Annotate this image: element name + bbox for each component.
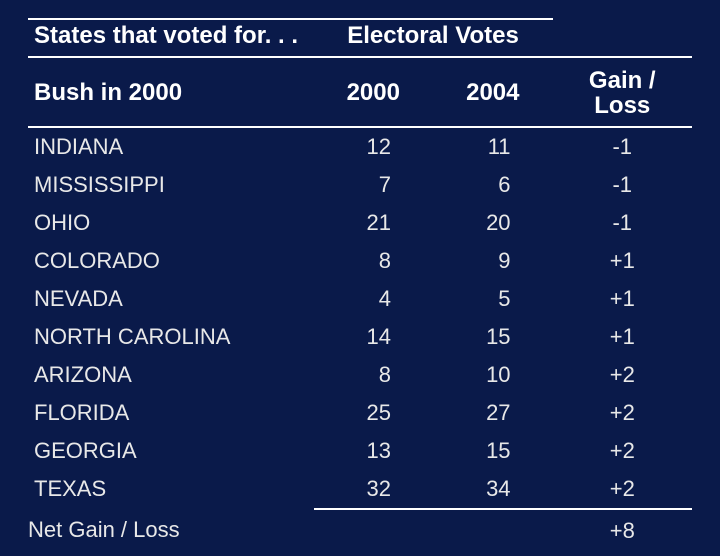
table-row: GEORGIA1315+2 <box>28 432 692 470</box>
state-cell: NORTH CAROLINA <box>28 318 314 356</box>
net-empty-2000 <box>314 509 434 544</box>
votes-2000-cell: 12 <box>314 127 434 166</box>
votes-2000-cell: 8 <box>314 242 434 280</box>
votes-2000-cell: 13 <box>314 432 434 470</box>
table-row: COLORADO89+1 <box>28 242 692 280</box>
votes-2004-cell: 5 <box>433 280 553 318</box>
gain-loss-cell: -1 <box>553 127 692 166</box>
table-row: ARIZONA810+2 <box>28 356 692 394</box>
gain-loss-cell: -1 <box>553 204 692 242</box>
table-row: OHIO2120-1 <box>28 204 692 242</box>
table-row: FLORIDA2527+2 <box>28 394 692 432</box>
votes-2000-cell: 21 <box>314 204 434 242</box>
table-row: TEXAS3234+2 <box>28 470 692 509</box>
gain-loss-cell: +2 <box>553 356 692 394</box>
net-empty-2004 <box>433 509 553 544</box>
header-gain-loss: Gain / Loss <box>553 57 692 127</box>
table-row: MISSISSIPPI76-1 <box>28 166 692 204</box>
table-row: NEVADA45+1 <box>28 280 692 318</box>
net-value: +8 <box>553 509 692 544</box>
votes-2004-cell: 10 <box>433 356 553 394</box>
header-sub-left: Bush in 2000 <box>28 57 314 127</box>
votes-2004-cell: 6 <box>433 166 553 204</box>
header-electoral-votes: Electoral Votes <box>314 19 553 57</box>
state-cell: OHIO <box>28 204 314 242</box>
state-cell: MISSISSIPPI <box>28 166 314 204</box>
header-col-2000: 2000 <box>314 57 434 127</box>
state-cell: GEORGIA <box>28 432 314 470</box>
electoral-votes-table: States that voted for. . . Electoral Vot… <box>28 18 692 544</box>
votes-2000-cell: 7 <box>314 166 434 204</box>
gain-loss-cell: +2 <box>553 394 692 432</box>
votes-2004-cell: 15 <box>433 318 553 356</box>
state-cell: FLORIDA <box>28 394 314 432</box>
gain-loss-cell: +2 <box>553 432 692 470</box>
table-row: INDIANA1211-1 <box>28 127 692 166</box>
gain-loss-cell: +1 <box>553 318 692 356</box>
votes-2000-cell: 8 <box>314 356 434 394</box>
slide: States that voted for. . . Electoral Vot… <box>0 0 720 556</box>
votes-2000-cell: 14 <box>314 318 434 356</box>
net-label: Net Gain / Loss <box>28 509 314 544</box>
header-col-2004: 2004 <box>433 57 553 127</box>
net-row: Net Gain / Loss +8 <box>28 509 692 544</box>
votes-2000-cell: 4 <box>314 280 434 318</box>
table-row: NORTH CAROLINA1415+1 <box>28 318 692 356</box>
state-cell: INDIANA <box>28 127 314 166</box>
gain-loss-cell: +1 <box>553 280 692 318</box>
state-cell: NEVADA <box>28 280 314 318</box>
votes-2004-cell: 15 <box>433 432 553 470</box>
gain-loss-cell: +1 <box>553 242 692 280</box>
header-top-left: States that voted for. . . <box>28 19 314 57</box>
gain-loss-cell: +2 <box>553 470 692 509</box>
table-header-sub: Bush in 2000 2000 2004 Gain / Loss <box>28 57 692 127</box>
votes-2000-cell: 32 <box>314 470 434 509</box>
votes-2004-cell: 9 <box>433 242 553 280</box>
votes-2000-cell: 25 <box>314 394 434 432</box>
votes-2004-cell: 20 <box>433 204 553 242</box>
table-header-top: States that voted for. . . Electoral Vot… <box>28 19 692 57</box>
gain-loss-cell: -1 <box>553 166 692 204</box>
state-cell: COLORADO <box>28 242 314 280</box>
state-cell: TEXAS <box>28 470 314 509</box>
state-cell: ARIZONA <box>28 356 314 394</box>
votes-2004-cell: 34 <box>433 470 553 509</box>
votes-2004-cell: 27 <box>433 394 553 432</box>
header-top-right-empty <box>553 19 692 57</box>
votes-2004-cell: 11 <box>433 127 553 166</box>
